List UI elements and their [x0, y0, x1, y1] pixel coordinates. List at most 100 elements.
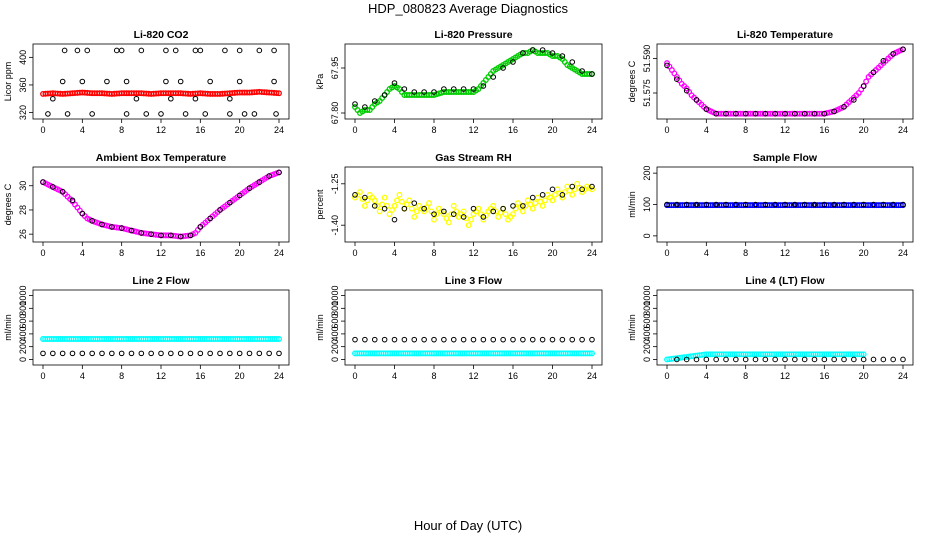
data-point [519, 208, 526, 215]
data-point [391, 202, 398, 209]
data-point [539, 47, 546, 53]
data-point [266, 350, 272, 357]
data-point [440, 211, 447, 218]
data-point [742, 201, 749, 208]
series-fill [352, 350, 595, 357]
data-point [99, 350, 105, 357]
data-point [381, 336, 388, 343]
data-point [713, 110, 719, 117]
chart-title: Line 3 Flow [445, 275, 503, 287]
data-point [118, 47, 125, 54]
data-point [441, 336, 447, 343]
data-point [158, 232, 164, 239]
y-tick-label: 600 [18, 314, 28, 329]
y-tick-label: 800 [18, 301, 28, 316]
data-point [851, 97, 857, 103]
x-tick-label: 24 [587, 248, 597, 258]
y-axis-label: degrees C [3, 183, 13, 225]
data-point [69, 350, 76, 357]
data-point [851, 201, 857, 208]
data-point [128, 227, 135, 234]
data-point [197, 47, 204, 54]
data-point [537, 198, 544, 205]
x-tick-label: 12 [468, 248, 478, 258]
data-point [381, 205, 388, 212]
data-point [870, 69, 877, 76]
x-tick-label: 16 [195, 125, 205, 135]
data-point [890, 356, 896, 363]
data-point [559, 53, 566, 59]
data-point [772, 356, 778, 363]
y-axis-label: ml/min [315, 314, 325, 341]
x-tick-label: 16 [508, 248, 518, 258]
x-tick-label: 20 [859, 248, 869, 258]
data-point [445, 219, 452, 226]
plot-frame [32, 43, 290, 120]
data-point [59, 350, 66, 357]
y-tick-label: 600 [330, 314, 340, 329]
data-point [811, 201, 818, 208]
data-point [276, 90, 282, 97]
data-point [890, 51, 896, 57]
data-point [460, 86, 467, 92]
data-point [123, 78, 130, 85]
data-point [693, 201, 700, 208]
y-axis-label: percent [315, 189, 325, 220]
data-point [524, 197, 531, 204]
data-point [566, 187, 573, 194]
data-point [217, 350, 223, 357]
data-point [450, 336, 457, 343]
data-point [792, 201, 798, 208]
data-point [574, 180, 581, 187]
data-point [236, 78, 243, 85]
data-point [158, 111, 164, 117]
data-point [271, 78, 277, 85]
data-point [703, 201, 710, 208]
data-point [880, 201, 887, 208]
data-point [361, 202, 368, 209]
data-point [589, 336, 595, 343]
data-point [362, 104, 368, 110]
data-point [490, 336, 497, 343]
data-point [202, 111, 209, 117]
data-point [374, 202, 381, 209]
x-tick-label: 12 [780, 248, 790, 258]
chart-panel-4: Ambient Box Temperature degrees C 0 4 8 12 16 2… [3, 152, 290, 258]
data-point [470, 86, 477, 92]
x-tick-label: 24 [274, 125, 284, 135]
data-point [177, 233, 184, 240]
chart-title: Li-820 Pressure [434, 29, 512, 41]
data-point [821, 201, 828, 208]
data-point [579, 68, 585, 74]
data-point [403, 201, 410, 208]
data-point [371, 98, 378, 104]
x-tick-label: 8 [431, 125, 436, 135]
x-tick-label: 8 [431, 248, 436, 258]
data-point [227, 111, 233, 117]
data-point [227, 95, 233, 102]
y-axis-label: ml/min [627, 191, 637, 218]
data-point [510, 59, 516, 65]
chart-panel-3: Li-820 Temperature degrees C 0 4 8 12 16 20 24 51… [627, 29, 914, 135]
y-tick-label: 1000 [330, 286, 340, 306]
x-tick-label: 16 [819, 125, 829, 135]
x-tick-label: 8 [119, 125, 124, 135]
data-point [522, 202, 529, 209]
data-point [674, 201, 680, 208]
data-point [723, 356, 729, 363]
x-tick-label: 20 [547, 248, 557, 258]
data-point [664, 201, 670, 208]
data-point [539, 336, 546, 343]
data-point [569, 336, 576, 343]
data-point [480, 336, 487, 343]
data-point [371, 336, 378, 343]
y-tick-label: 51.590 [642, 45, 652, 73]
data-point [801, 356, 808, 363]
data-point [246, 185, 253, 191]
data-point [79, 78, 86, 85]
data-point [381, 194, 388, 201]
data-point [236, 350, 243, 357]
data-point [266, 173, 272, 179]
data-point [241, 111, 248, 117]
